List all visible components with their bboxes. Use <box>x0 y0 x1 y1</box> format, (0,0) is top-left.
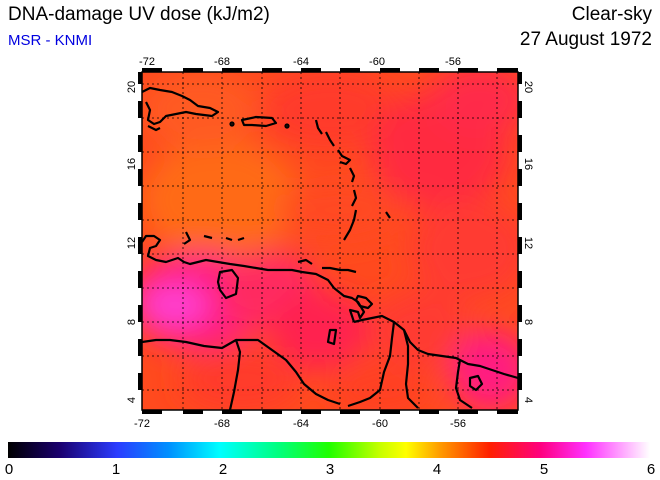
colorbar-labels: 0 1 2 3 4 5 6 <box>5 461 655 478</box>
lat-tick-label: 12 <box>522 237 534 249</box>
colorbar-tick-label: 6 <box>647 461 655 478</box>
lat-tick-label: 4 <box>522 397 534 403</box>
lon-tick-label: -72 <box>134 418 150 430</box>
map-title: DNA-damage UV dose (kJ/m2) <box>8 4 270 25</box>
lon-tick-label: -56 <box>445 56 461 68</box>
lat-tick-label: 4 <box>126 397 138 403</box>
lat-tick-label: 20 <box>126 81 138 93</box>
coastlines <box>142 86 518 410</box>
map-grid <box>142 72 518 410</box>
lon-tick-label: -60 <box>369 56 385 68</box>
lon-labels-bottom: -72 -68 -64 -60 -56 <box>134 418 466 430</box>
colorbar-tick-label: 2 <box>219 461 227 478</box>
lat-tick-label: 12 <box>126 237 138 249</box>
condition-label: Clear-sky <box>571 4 652 25</box>
lon-tick-label: -60 <box>372 418 388 430</box>
source-label: MSR - KNMI <box>8 32 93 49</box>
colorbar <box>8 442 650 458</box>
lon-tick-label: -68 <box>214 418 230 430</box>
colorbar-tick-label: 3 <box>326 461 334 478</box>
uv-dose-field <box>142 72 518 410</box>
lat-labels-right: 4 8 12 16 20 <box>522 81 534 403</box>
date-label: 27 August 1972 <box>519 29 652 50</box>
colorbar-tick-label: 0 <box>5 461 13 478</box>
map-frame <box>138 68 522 414</box>
colorbar-tick-label: 5 <box>540 461 548 478</box>
lon-tick-label: -72 <box>139 56 155 68</box>
lat-tick-label: 8 <box>522 319 534 325</box>
colorbar-tick-label: 1 <box>112 461 120 478</box>
lon-tick-label: -56 <box>450 418 466 430</box>
lon-labels-top: -72 -68 -64 -60 -56 <box>139 56 461 68</box>
lon-tick-label: -64 <box>293 418 309 430</box>
lat-tick-label: 16 <box>522 158 534 170</box>
lon-tick-label: -68 <box>214 56 230 68</box>
colorbar-tick-label: 4 <box>433 461 441 478</box>
lat-tick-label: 20 <box>522 81 534 93</box>
lon-tick-label: -64 <box>293 56 309 68</box>
lat-tick-label: 8 <box>126 319 138 325</box>
lat-labels-left: 4 8 12 16 20 <box>126 81 138 403</box>
lat-tick-label: 16 <box>126 158 138 170</box>
